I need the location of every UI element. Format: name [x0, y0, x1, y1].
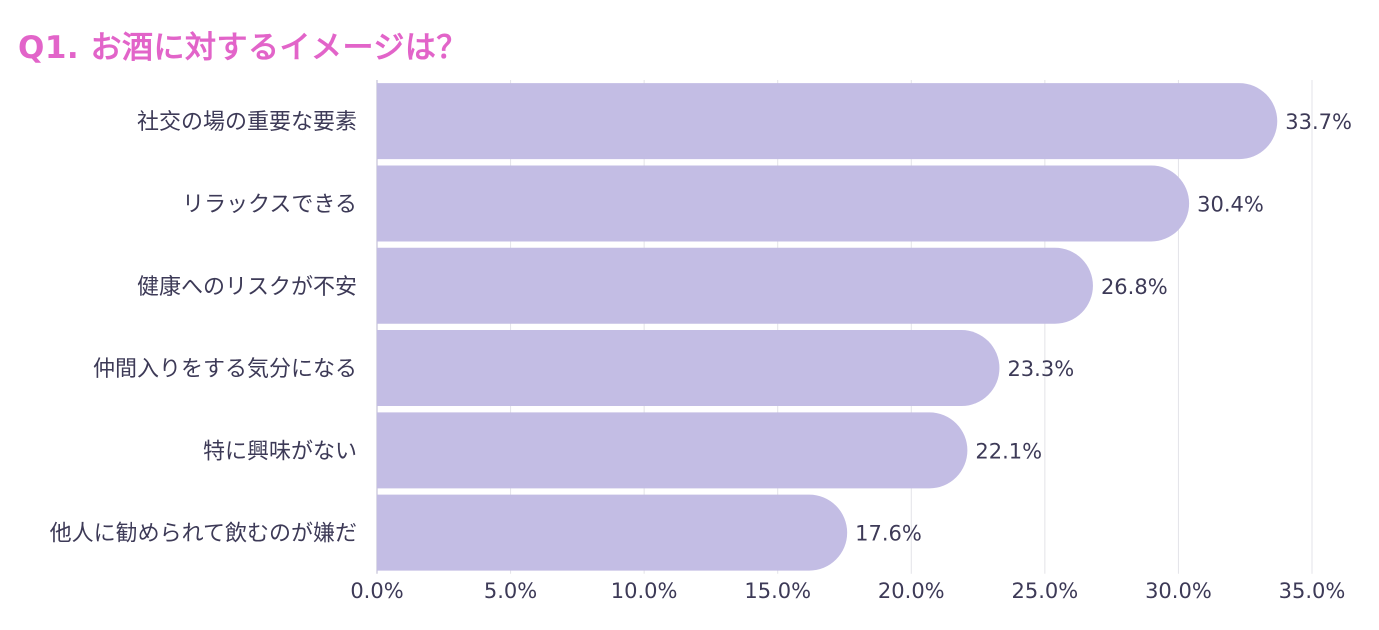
value-label: 23.3% — [1007, 357, 1074, 381]
value-label: 17.6% — [855, 522, 922, 546]
labels: 0.0% 5.0% 10.0% 15.0% 20.0% 25.0% 30.0% 35.0% 社交… — [50, 110, 1352, 603]
chart-title: Q1. お酒に対するイメージは？ — [18, 30, 468, 66]
x-tick-label: 25.0% — [1011, 579, 1078, 603]
x-tick-label: 0.0% — [350, 579, 403, 603]
bar — [377, 330, 1000, 407]
category-label: リラックスできる — [182, 192, 357, 217]
value-label: 33.7% — [1285, 110, 1352, 134]
bars — [377, 83, 1278, 571]
bar — [377, 83, 1278, 160]
category-label: 他人に勧められて飲むのが嫌だ — [50, 522, 357, 547]
x-tick-label: 35.0% — [1279, 579, 1346, 603]
x-tick-label: 30.0% — [1145, 579, 1212, 603]
x-tick-label: 20.0% — [878, 579, 945, 603]
x-tick-label: 15.0% — [744, 579, 811, 603]
category-label: 仲間入りをする気分になる — [93, 357, 357, 382]
category-label: 特に興味がない — [203, 439, 357, 464]
x-tick-label: 5.0% — [484, 579, 537, 603]
category-label: 社交の場の重要な要素 — [137, 110, 357, 135]
x-tick-label: 10.0% — [611, 579, 678, 603]
value-label: 26.8% — [1101, 275, 1168, 299]
bar — [377, 165, 1190, 242]
bar — [377, 247, 1093, 324]
bar — [377, 494, 848, 571]
bar — [377, 412, 968, 489]
value-label: 22.1% — [975, 439, 1042, 463]
value-label: 30.4% — [1197, 192, 1264, 216]
gridlines — [376, 80, 1313, 574]
category-label: 健康へのリスクが不安 — [137, 275, 357, 300]
